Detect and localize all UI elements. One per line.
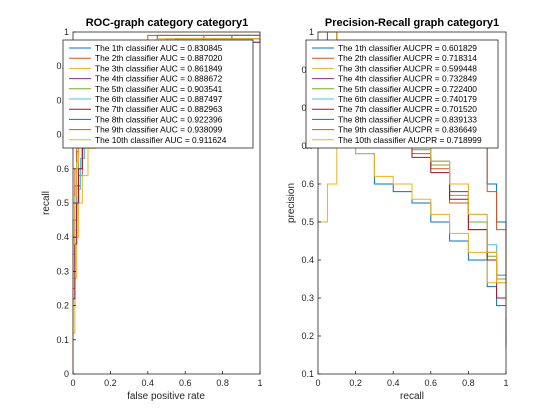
roc-legend-entry-10: The 10th classifier AUC = 0.911624 [95,135,227,145]
roc-legend-entry-9: The 9th classifier AUC = 0.938099 [95,125,223,135]
roc-legend-entry-1: The 1th classifier AUC = 0.830845 [95,43,223,53]
pr-axes-box [317,31,507,375]
roc-legend-entry-6: The 6th classifier AUC = 0.887497 [95,94,223,104]
roc-x-ticks: 0 0.2 0.4 0.6 0.8 1 [70,371,263,388]
pr-y-tick-label: 0.5 [301,217,314,227]
roc-legend-entry-3: The 3th classifier AUC = 0.861849 [95,63,223,73]
roc-x-tick-label: 0.8 [216,378,229,388]
roc-y-tick-label: 0.5 [56,198,69,208]
pr-legend-entry-3: The 3th classifier AUCPR = 0.599448 [338,63,477,73]
pr-legend-entry-4: The 4th classifier AUCPR = 0.732849 [338,74,477,84]
pr-x-tick-label: 0.4 [387,378,400,388]
pr-chart-title: Precision-Recall graph category1 [325,17,499,29]
pr-y-tick-label: 1 [309,27,314,37]
pr-legend-entry-6: The 6th classifier AUCPR = 0.740179 [338,94,477,104]
pr-y-axis-label: precision [286,183,297,223]
pr-x-tick-label: 0.6 [425,378,438,388]
pr-legend-entry-2: The 2th classifier AUCPR = 0.718314 [338,53,477,63]
roc-y-axis-label: recall [41,191,52,215]
roc-x-tick-label: 0 [70,378,75,388]
pr-x-tick-label: 0.2 [349,378,362,388]
roc-legend-entry-8: The 8th classifier AUC = 0.922396 [95,114,223,124]
roc-x-axis-label: false positive rate [127,391,205,402]
roc-x-tick-label: 0.4 [142,378,155,388]
pr-legend-entry-9: The 9th classifier AUCPR = 0.836649 [338,125,477,135]
roc-legend-entry-7: The 7th classifier AUC = 0.882963 [95,104,223,114]
pr-series-3 [318,137,507,317]
roc-legend-entry-4: The 4th classifier AUC = 0.888672 [95,74,223,84]
roc-y-tick-label: 0.6 [56,164,69,174]
pr-y-tick-label: 0.1 [301,369,314,379]
pr-chart: Precision-Recall graph category1 0 0.2 0.4… [286,17,509,402]
pr-legend-box [305,39,499,149]
roc-y-tick-label: 0 [64,369,69,379]
roc-chart-title: ROC-graph category category1 [86,17,249,29]
pr-x-ticks: 0 0.2 0.4 0.6 0.8 1 [315,371,509,388]
roc-legend-entry-5: The 5th classifier AUC = 0.903541 [95,84,223,94]
roc-legend-box [62,39,254,149]
pr-legend-entry-5: The 5th classifier AUCPR = 0.722400 [338,84,477,94]
roc-x-tick-label: 1 [257,378,262,388]
roc-y-tick-label: 1 [64,27,69,37]
pr-x-tick-label: 0 [315,378,320,388]
roc-chart: ROC-graph category category1 0 0.2 0.4 0.6 0… [41,17,263,402]
pr-y-tick-label: 0.6 [301,179,314,189]
pr-y-tick-label: 0.2 [301,331,314,341]
roc-x-tick-label: 0.6 [179,378,192,388]
pr-x-tick-label: 1 [503,378,508,388]
roc-y-tick-label: 0.1 [56,335,69,345]
pr-legend-entry-10: The 10th classifier AUCPR = 0.718999 [338,135,482,145]
pr-legend-entry-8: The 8th classifier AUCPR = 0.839133 [338,114,477,124]
pr-x-axis-label: recall [400,391,424,402]
pr-legend-entry-7: The 7th classifier AUCPR = 0.701520 [338,104,477,114]
pr-y-tick-label: 0.4 [301,255,314,265]
roc-y-tick-label: 0.3 [56,266,69,276]
roc-legend-entry-2: The 2th classifier AUC = 0.887020 [95,53,223,63]
pr-x-tick-label: 0.8 [462,378,475,388]
pr-legend-entry-1: The 1th classifier AUCPR = 0.601829 [338,43,477,53]
roc-y-tick-label: 0.4 [56,232,69,242]
pr-y-tick-label: 0.3 [301,293,314,303]
roc-y-tick-label: 0.2 [56,301,69,311]
roc-x-tick-label: 0.2 [104,378,117,388]
